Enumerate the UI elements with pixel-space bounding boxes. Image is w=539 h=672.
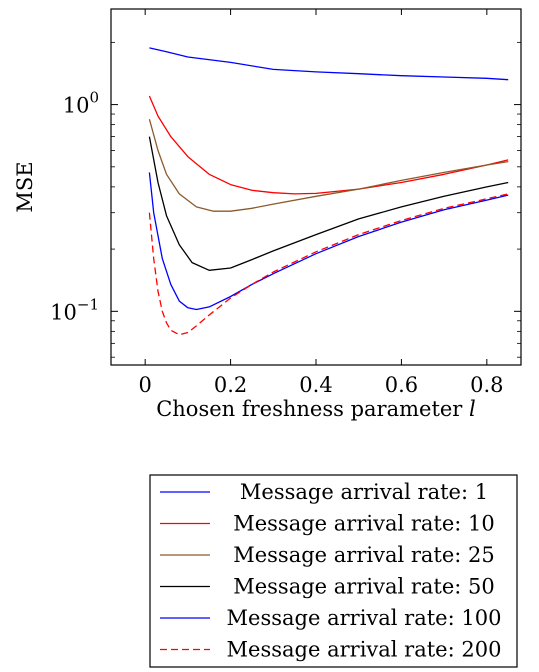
- legend-label-3: Message arrival rate: 25: [233, 543, 495, 567]
- lines-layer: [148, 47, 509, 336]
- series-line-1: [149, 47, 509, 81]
- y-tick-label: 10−1: [50, 295, 99, 324]
- legend-label-2: Message arrival rate: 10: [233, 512, 495, 536]
- y-tick-label-base: 10: [50, 300, 77, 324]
- x-tick-label: 0.4: [299, 373, 332, 397]
- legend-label-1: Message arrival rate: 1: [240, 480, 488, 504]
- y-axis-label: MSE: [13, 161, 37, 212]
- x-axis-label: Chosen freshness parameter l: [156, 397, 476, 421]
- y-tick-label: 100: [63, 89, 99, 118]
- y-tick-label-exp: −1: [77, 295, 99, 313]
- x-axis-label-var: l: [469, 397, 476, 421]
- x-axis-label-text: Chosen freshness parameter: [156, 397, 463, 421]
- x-tick-label: 0.6: [385, 373, 418, 397]
- series-line-4: [148, 136, 509, 271]
- legend-layer: Message arrival rate: 1 Message arrival r…: [160, 480, 501, 662]
- plot-frame: [110, 8, 522, 366]
- legend-label-5: Message arrival rate: 100: [227, 606, 502, 630]
- x-tick-label: 0.8: [470, 373, 503, 397]
- x-tick-label: 0: [138, 373, 151, 397]
- series-line-3: [148, 119, 509, 212]
- series-line-6: [148, 193, 509, 336]
- series-line-5: [148, 172, 509, 311]
- legend-box: [149, 474, 518, 668]
- y-tick-label-base: 10: [63, 94, 90, 118]
- x-tick-label: 0.2: [214, 373, 247, 397]
- legend-label-4: Message arrival rate: 50: [233, 575, 495, 599]
- y-tick-label-exp: 0: [89, 89, 99, 107]
- series-line-2: [148, 95, 509, 195]
- legend-label-6: Message arrival rate: 200: [227, 638, 502, 662]
